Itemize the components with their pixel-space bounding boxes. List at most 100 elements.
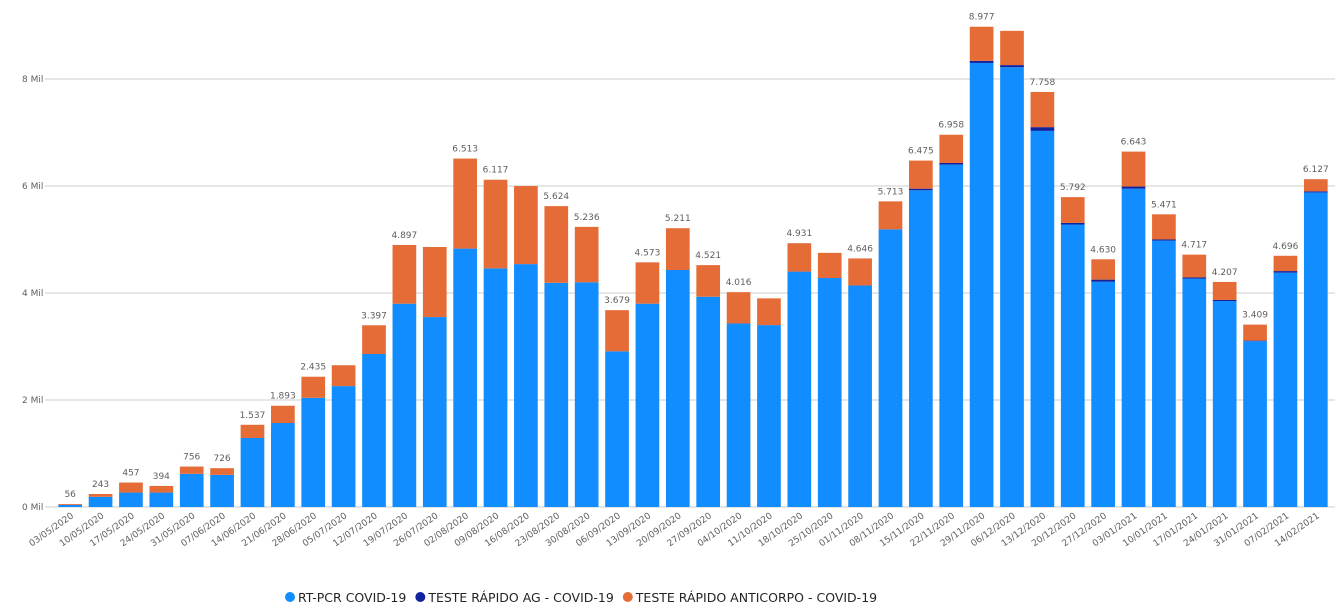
- bar-segment: [939, 162, 964, 165]
- total-label: 3.397: [361, 311, 387, 321]
- bar-segment: [58, 504, 83, 505]
- bar-segment: [878, 201, 903, 230]
- bar-segment: [271, 405, 295, 424]
- bar-segment: [88, 496, 113, 507]
- total-label: 5.624: [543, 192, 569, 202]
- bar-segment: [1212, 301, 1237, 507]
- bar-segment: [1030, 130, 1055, 507]
- bar-segment: [1060, 197, 1085, 223]
- legend-marker: [415, 592, 426, 602]
- bar-segment: [422, 317, 447, 507]
- bar-segment: [665, 269, 690, 507]
- bar-segment: [969, 60, 994, 63]
- total-label: 7.758: [1029, 78, 1055, 88]
- y-tick-label: 0 Mil: [22, 503, 43, 513]
- bar-segment: [969, 62, 994, 507]
- total-label: 6.958: [938, 121, 964, 131]
- bar-segment: [1030, 91, 1055, 128]
- total-label: 56: [64, 490, 76, 500]
- bar-segment: [1121, 188, 1146, 508]
- total-label: 3.409: [1242, 311, 1268, 321]
- total-label: 1.537: [240, 411, 266, 421]
- bar-segment: [331, 386, 356, 507]
- bar-segment: [453, 248, 477, 507]
- total-label: 6.643: [1121, 138, 1147, 148]
- bar-segment: [817, 252, 842, 279]
- total-label: 4.646: [847, 244, 873, 254]
- bar-segment: [514, 186, 538, 265]
- bar-segment: [240, 437, 265, 507]
- y-tick-label: 6 Mil: [22, 182, 43, 192]
- bar-segment: [848, 285, 872, 507]
- total-label: 4.521: [695, 251, 721, 261]
- bar-segment: [939, 164, 964, 507]
- bar-segment: [909, 188, 933, 191]
- bar-segment: [1121, 186, 1146, 189]
- bar-segment: [909, 160, 933, 189]
- legend-marker: [285, 592, 295, 602]
- bar-segment: [392, 245, 417, 304]
- total-label: 2.435: [300, 363, 326, 373]
- bar-segment: [119, 482, 143, 493]
- bar-segment: [301, 397, 326, 507]
- bar-segment: [726, 323, 751, 507]
- total-label: 457: [122, 469, 139, 479]
- y-tick-label: 2 Mil: [22, 396, 43, 406]
- total-label: 4.630: [1090, 245, 1116, 255]
- total-label: 8.977: [969, 13, 995, 23]
- bar-segment: [878, 229, 903, 507]
- bar-segment: [149, 492, 174, 507]
- total-label: 6.117: [483, 166, 509, 176]
- bar-segment: [483, 179, 508, 269]
- bar-segment: [757, 298, 781, 326]
- bar-segment: [757, 325, 781, 507]
- bar-segment: [726, 292, 751, 324]
- bar-segment: [1000, 67, 1024, 507]
- bar-segment: [1182, 277, 1207, 279]
- total-label: 4.717: [1181, 241, 1207, 251]
- bar-segment: [301, 376, 326, 398]
- bar-segment: [1212, 299, 1237, 302]
- bar-segment: [665, 228, 690, 270]
- bar-segment: [88, 493, 113, 497]
- bar-segment: [939, 134, 964, 163]
- bar-segment: [1000, 30, 1024, 66]
- bar-segment: [1273, 255, 1298, 272]
- bar-segment: [210, 468, 234, 475]
- total-label: 4.931: [786, 229, 812, 239]
- bar-segment: [453, 158, 477, 249]
- total-label: 4.016: [726, 278, 752, 288]
- bar-segment: [1091, 281, 1115, 507]
- bar-segment: [1060, 224, 1085, 507]
- bar-segment: [1182, 254, 1207, 278]
- total-label: 6.475: [908, 147, 934, 157]
- total-label: 5.236: [574, 213, 600, 223]
- bar-segment: [271, 423, 295, 507]
- total-label: 394: [153, 472, 170, 482]
- bar-segment: [909, 190, 933, 507]
- bar-segment: [1152, 239, 1176, 241]
- bar-segment: [1121, 151, 1146, 187]
- bar-segment: [1060, 222, 1085, 225]
- bar-segment: [544, 206, 569, 283]
- bar-segment: [696, 296, 721, 507]
- bar-segment: [605, 310, 629, 352]
- bar-segment: [1303, 191, 1328, 193]
- bar-segment: [1091, 259, 1115, 280]
- bar-segment: [817, 278, 842, 507]
- bar-segment: [1152, 214, 1176, 240]
- bar-segment: [1030, 127, 1055, 131]
- y-tick-label: 4 Mil: [22, 289, 43, 299]
- bar-segment: [574, 226, 599, 283]
- bar-segment: [362, 325, 386, 354]
- bar-segment: [58, 504, 83, 507]
- total-label: 1.893: [270, 392, 296, 402]
- total-label: 4.696: [1273, 242, 1299, 252]
- bar-segment: [210, 474, 234, 507]
- bar-segment: [1152, 240, 1176, 507]
- bar-segment: [1000, 65, 1024, 68]
- total-label: 3.679: [604, 296, 630, 306]
- legend-marker: [622, 592, 633, 602]
- legend-label: TESTE RÁPIDO AG - COVID-19: [427, 590, 614, 605]
- bar-segment: [1212, 281, 1237, 300]
